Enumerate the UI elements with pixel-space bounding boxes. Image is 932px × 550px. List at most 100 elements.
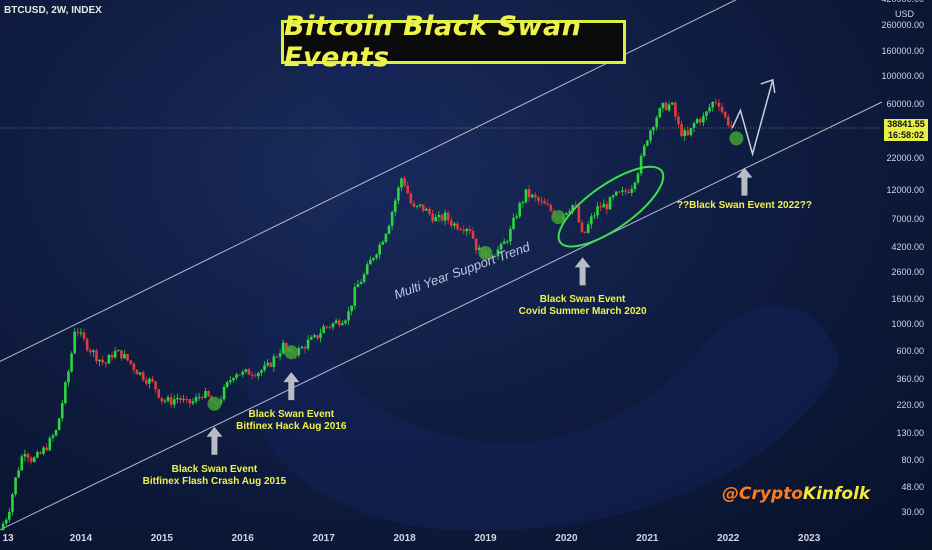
y-tick-label: 2600.00 xyxy=(891,267,924,278)
x-tick-label: 2015 xyxy=(150,533,173,544)
candle-body-99 xyxy=(309,337,313,340)
candle-body-196 xyxy=(611,195,615,198)
candle-body-36 xyxy=(113,351,117,358)
candle-body-10 xyxy=(32,457,36,462)
candle-body-33 xyxy=(104,362,108,364)
candle-body-136 xyxy=(425,208,428,211)
candle-body-206 xyxy=(642,145,646,156)
x-tick-label: 2022 xyxy=(717,533,740,544)
candle-body-172 xyxy=(537,197,540,201)
candle-body-46 xyxy=(144,380,148,384)
candle-body-112 xyxy=(350,305,353,312)
candle-body-147 xyxy=(459,229,462,231)
candle-body-97 xyxy=(303,346,307,349)
candle-body-231 xyxy=(720,106,724,112)
event-marker-2 xyxy=(478,245,493,260)
event-marker-3 xyxy=(551,210,566,225)
candle-body-107 xyxy=(334,320,338,324)
candle-body-20 xyxy=(64,382,67,403)
candle-body-124 xyxy=(387,225,391,234)
candle-body-128 xyxy=(400,178,403,188)
event-marker-0 xyxy=(207,396,222,411)
event-label-line1: Black Swan Event xyxy=(248,409,335,421)
candle-body-127 xyxy=(397,187,400,201)
y-tick-label: 12000.00 xyxy=(886,185,924,196)
candle-body-187 xyxy=(583,231,587,233)
trendline-1 xyxy=(0,0,737,362)
y-tick-label: 260000.00 xyxy=(881,19,924,30)
candle-body-203 xyxy=(633,182,637,189)
event-label-0: Black Swan Event Bitfinex Flash Crash Aug… xyxy=(143,464,287,488)
candle-body-43 xyxy=(135,369,139,375)
event-marker-1 xyxy=(284,345,299,360)
candle-body-56 xyxy=(176,397,179,400)
candle-body-125 xyxy=(390,211,394,226)
candle-body-142 xyxy=(443,212,447,221)
candle-body-133 xyxy=(415,205,419,207)
candle-body-37 xyxy=(116,350,120,352)
candle-body-129 xyxy=(403,178,406,186)
candle-body-96 xyxy=(300,346,304,349)
y-tick-label: 60000.00 xyxy=(886,98,924,109)
candle-body-81 xyxy=(253,375,257,377)
candle-body-130 xyxy=(406,185,409,194)
event-arrow-3 xyxy=(736,167,753,196)
candle-body-225 xyxy=(702,115,705,123)
candle-body-16 xyxy=(51,435,55,438)
candle-body-138 xyxy=(431,213,434,222)
countdown: 16:58:02 xyxy=(887,130,925,140)
candle-body-126 xyxy=(393,200,397,212)
candle-body-216 xyxy=(674,102,677,117)
candle-body-150 xyxy=(468,228,472,232)
candle-body-141 xyxy=(440,214,444,221)
candle-body-80 xyxy=(250,374,254,376)
candle-body-207 xyxy=(646,140,649,146)
candle-body-185 xyxy=(577,205,581,223)
candle-body-29 xyxy=(92,350,95,353)
chart-title-box: Bitcoin Black Swan Events xyxy=(281,11,626,73)
candle-body-228 xyxy=(711,101,714,108)
candle-body-159 xyxy=(496,249,500,257)
watermark: @CryptoKinfolk xyxy=(722,484,870,504)
candle-body-0 xyxy=(1,523,5,530)
y-tick-label: 22000.00 xyxy=(886,152,924,163)
y-tick-label: 420000.00 xyxy=(881,0,924,4)
candle-body-54 xyxy=(169,397,173,405)
candle-body-135 xyxy=(421,204,425,211)
event-arrow-1 xyxy=(283,372,300,401)
candle-body-188 xyxy=(586,224,590,233)
candle-body-166 xyxy=(518,203,522,217)
event-label-line2: Bitfinex Hack Aug 2016 xyxy=(236,421,347,433)
candle-body-223 xyxy=(695,119,699,124)
candle-body-162 xyxy=(505,241,509,243)
candle-body-149 xyxy=(465,228,469,232)
candle-body-102 xyxy=(319,333,322,339)
candle-body-184 xyxy=(574,205,578,207)
candle-body-234 xyxy=(730,125,733,127)
candle-body-42 xyxy=(132,363,136,370)
candle-body-50 xyxy=(157,389,161,398)
candle-body-115 xyxy=(359,281,363,285)
candle-body-74 xyxy=(232,377,235,381)
candle-body-3 xyxy=(11,494,14,512)
candle-body-52 xyxy=(163,400,167,402)
candle-body-195 xyxy=(608,197,612,210)
candle-body-167 xyxy=(521,202,525,204)
candle-body-26 xyxy=(82,332,86,339)
candle-body-31 xyxy=(98,359,101,362)
candle-body-227 xyxy=(708,107,711,112)
event-label-3: ??Black Swan Event 2022?? xyxy=(677,200,812,212)
candle-body-18 xyxy=(57,418,61,431)
candle-body-60 xyxy=(188,399,192,404)
candle-body-171 xyxy=(533,194,537,198)
candle-body-202 xyxy=(630,188,634,193)
candle-body-11 xyxy=(36,452,39,458)
candle-body-13 xyxy=(42,447,45,454)
candle-body-17 xyxy=(54,430,58,436)
candle-body-214 xyxy=(667,104,671,111)
candle-body-83 xyxy=(260,370,263,373)
candle-body-191 xyxy=(596,206,599,216)
candle-body-57 xyxy=(179,397,182,401)
candle-body-22 xyxy=(70,353,73,372)
candle-body-48 xyxy=(151,378,154,382)
